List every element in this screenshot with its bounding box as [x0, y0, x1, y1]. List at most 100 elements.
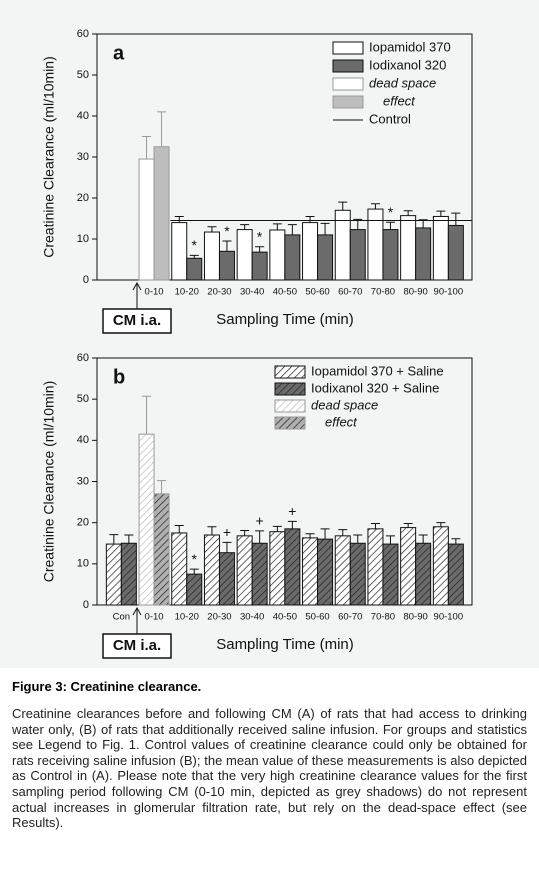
bar	[138, 158, 155, 281]
significance-mark: *	[257, 228, 263, 244]
legend-label: dead space	[369, 75, 436, 90]
bar	[432, 215, 449, 281]
bar	[382, 543, 399, 606]
legend-label: Iodixanol 320	[369, 57, 446, 72]
error-bar	[142, 136, 152, 160]
bar	[186, 257, 203, 281]
error-bar	[338, 201, 348, 211]
bar	[447, 224, 464, 281]
y-tick-label: 10	[77, 233, 89, 245]
bar	[218, 250, 235, 281]
legend-swatch	[332, 59, 364, 73]
caption-title: Figure 3: Creatinine clearance.	[12, 679, 202, 694]
bar	[186, 573, 203, 606]
annotation-box	[102, 633, 172, 659]
x-tick-label: 0-10	[145, 287, 164, 298]
x-tick-label: 80-90	[403, 612, 427, 623]
error-bar	[403, 522, 413, 528]
legend-swatch	[274, 382, 306, 396]
error-bar	[320, 222, 330, 235]
bar	[269, 531, 286, 606]
bar	[349, 542, 366, 606]
error-bar	[240, 529, 250, 536]
bar	[367, 208, 384, 281]
bar	[218, 552, 235, 606]
bar	[153, 146, 170, 281]
x-tick-label: 0-10	[145, 612, 164, 623]
error-bar	[451, 538, 461, 545]
bar	[400, 215, 417, 281]
error-bar	[189, 254, 199, 259]
error-bar	[370, 522, 380, 529]
bar	[302, 222, 319, 281]
y-tick-label: 50	[77, 393, 89, 405]
x-tick-label: 40-50	[273, 612, 297, 623]
error-bar	[174, 215, 184, 223]
error-bar	[385, 221, 395, 230]
bar	[334, 535, 351, 606]
legend-swatch	[274, 399, 306, 413]
x-tick-label: 90-100	[434, 612, 464, 623]
x-axis-label: Sampling Time (min)	[216, 636, 354, 653]
error-bar	[320, 528, 330, 540]
error-bar	[142, 395, 152, 435]
error-bar	[222, 240, 232, 252]
error-bar	[222, 541, 232, 553]
error-bar	[436, 210, 446, 217]
bar	[302, 537, 319, 606]
y-tick-label: 30	[77, 151, 89, 163]
error-bar	[305, 215, 315, 223]
y-tick-label: 0	[83, 599, 89, 611]
y-tick-label: 20	[77, 192, 89, 204]
legend-label: effect	[383, 93, 416, 108]
significance-mark: *	[388, 204, 394, 220]
x-tick-label: 30-40	[240, 287, 264, 298]
x-tick-label: 50-60	[305, 287, 329, 298]
y-tick-label: 60	[77, 28, 89, 40]
bar	[236, 535, 253, 606]
bar	[284, 528, 301, 606]
x-tick-label: 90-100	[434, 287, 464, 298]
significance-mark: +	[256, 513, 264, 529]
error-bar	[109, 534, 119, 545]
bar	[171, 222, 188, 281]
y-tick-label: 50	[77, 69, 89, 81]
error-bar	[370, 203, 380, 210]
caption: Creatinine clearances before and followi…	[12, 706, 527, 831]
bar	[269, 229, 286, 281]
x-tick-label: 20-30	[207, 287, 231, 298]
legend-swatch	[332, 77, 364, 91]
x-tick-label: 60-70	[338, 612, 362, 623]
legend-label: Iopamidol 370 + Saline	[311, 363, 444, 378]
legend-label: dead space	[311, 397, 378, 412]
x-axis-label: Sampling Time (min)	[216, 311, 354, 328]
error-bar	[403, 210, 413, 216]
error-bar	[385, 535, 395, 545]
legend-label: effect	[325, 414, 358, 429]
y-tick-label: 40	[77, 110, 89, 122]
error-bar	[157, 480, 167, 494]
legend-swatch	[332, 95, 364, 109]
annotation-arrow	[132, 606, 142, 634]
error-bar	[287, 520, 297, 529]
error-bar	[436, 522, 446, 527]
error-bar	[240, 224, 250, 230]
legend-label: Iodixanol 320 + Saline	[311, 380, 439, 395]
legend-swatch	[274, 416, 306, 430]
y-tick-label: 40	[77, 434, 89, 446]
significance-mark: *	[192, 237, 198, 253]
bar	[317, 234, 334, 281]
panel-label: b	[113, 366, 125, 388]
bar	[382, 229, 399, 281]
bar	[203, 231, 220, 281]
error-bar	[157, 111, 167, 147]
error-bar	[418, 534, 428, 544]
bar	[251, 542, 268, 606]
error-bar	[353, 534, 363, 544]
bar	[138, 433, 155, 606]
error-bar	[287, 224, 297, 235]
legend-swatch	[274, 365, 306, 379]
bar	[415, 227, 432, 281]
x-tick-label: 30-40	[240, 612, 264, 623]
error-bar	[174, 525, 184, 533]
